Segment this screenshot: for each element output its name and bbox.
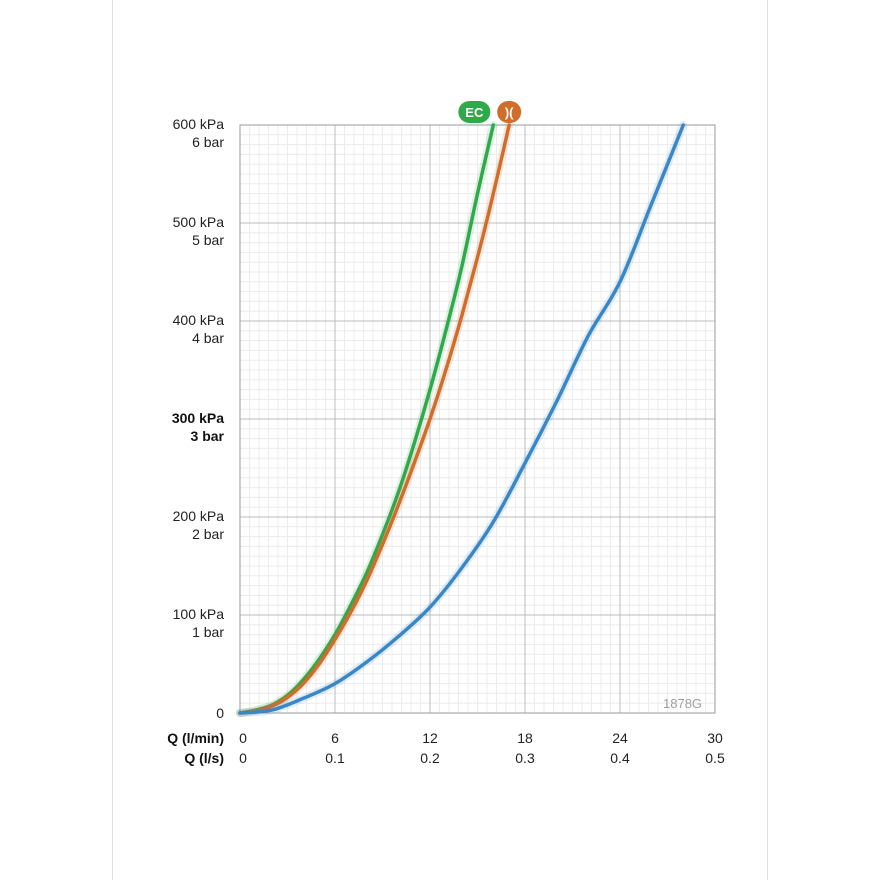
x-tick-lmin: 24 — [612, 730, 628, 746]
product-code-label: 1878G — [663, 696, 703, 711]
y-tick-kpa: 100 kPa — [172, 606, 224, 622]
x-tick-ls: 0.3 — [515, 750, 535, 766]
x-tick-ls: 0 — [239, 750, 247, 766]
x-tick-lmin: 12 — [422, 730, 438, 746]
marker-badge-text: )( — [505, 105, 514, 120]
marker-badge-bg — [497, 101, 522, 123]
series-line-3 — [238, 123, 686, 715]
y-tick-label: 300 kPa 3 bar — [172, 409, 224, 445]
marker-badge-text: EC — [465, 105, 484, 120]
y-tick-bar: 5 bar — [192, 232, 224, 248]
x-tick-lmin: 0 — [239, 730, 247, 746]
series-end-marker-1: EC — [458, 101, 491, 123]
y-tick-kpa: 400 kPa — [172, 312, 224, 328]
x-tick-ls: 0.2 — [420, 750, 440, 766]
series-end-marker-2: )( — [497, 101, 522, 123]
y-tick-label: 500 kPa 5 bar — [173, 213, 224, 249]
x-tick-ls: 0.4 — [610, 750, 630, 766]
x-axis-secondary-label: Q (l/s) — [184, 750, 224, 766]
x-tick-ls: 0.5 — [705, 750, 725, 766]
y-tick-label: 0 — [216, 704, 224, 722]
y-tick-bar: 2 bar — [192, 526, 224, 542]
y-tick-kpa: 500 kPa — [172, 214, 224, 230]
x-tick-lmin: 30 — [707, 730, 723, 746]
y-tick-bar: 3 bar — [190, 428, 224, 444]
x-tick-lmin: 18 — [517, 730, 533, 746]
y-tick-kpa: 0 — [216, 705, 224, 721]
x-tick-lmin: 6 — [331, 730, 339, 746]
x-axis-primary-label: Q (l/min) — [167, 730, 224, 746]
y-tick-label: 400 kPa 4 bar — [173, 311, 224, 347]
series-line-2 — [238, 123, 511, 715]
y-tick-kpa: 300 kPa — [171, 410, 224, 426]
y-tick-label: 200 kPa 2 bar — [173, 507, 224, 543]
y-tick-bar: 4 bar — [192, 330, 224, 346]
y-tick-bar: 1 bar — [192, 624, 224, 640]
marker-badge-bg — [458, 101, 491, 123]
y-tick-label: 100 kPa 1 bar — [173, 605, 224, 641]
y-tick-kpa: 200 kPa — [172, 508, 224, 524]
y-tick-kpa: 600 kPa — [172, 116, 224, 132]
plot-border — [239, 124, 716, 714]
y-tick-bar: 6 bar — [192, 134, 224, 150]
y-tick-label: 600 kPa 6 bar — [173, 115, 224, 151]
x-tick-ls: 0.1 — [325, 750, 345, 766]
